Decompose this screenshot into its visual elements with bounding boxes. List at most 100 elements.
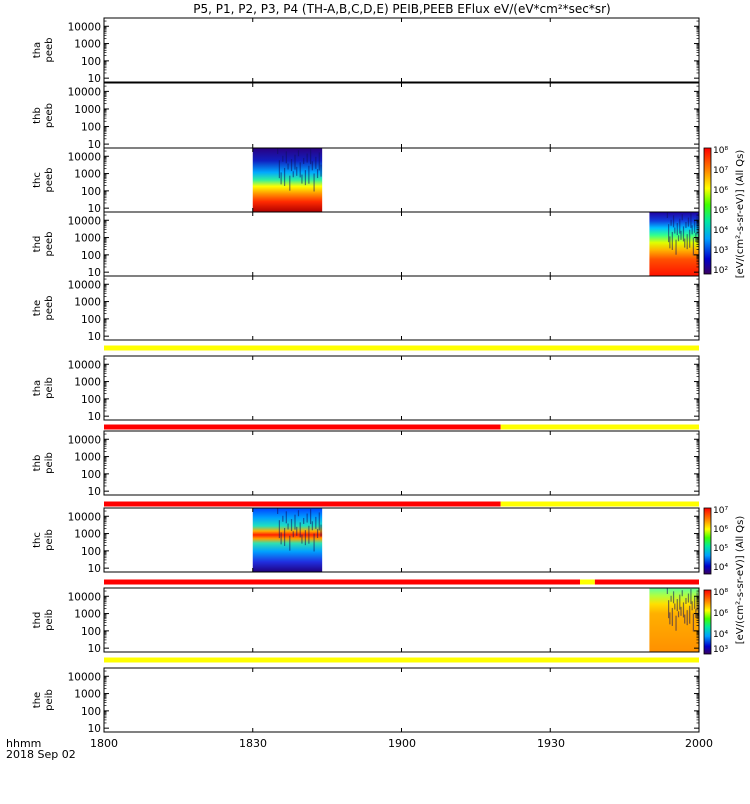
y-tick-label: 100 (81, 314, 101, 326)
status-bar-the-peeb (104, 345, 699, 351)
status-bar-group (104, 345, 699, 663)
panel-frame (103, 667, 700, 733)
spectrogram-texture (684, 614, 686, 624)
spectrogram-texture (666, 588, 668, 594)
spectrogram-texture (681, 590, 683, 597)
spectrogram-texture (308, 525, 310, 544)
spectrogram-texture (285, 511, 287, 524)
status-segment-yellow (500, 424, 699, 430)
panel-probe-label: thd (32, 612, 43, 629)
spectrogram-texture (685, 597, 687, 604)
spectrogram-texture (313, 533, 315, 552)
colorbar-peeb-label: [eV/(cm²-s-sr-eV)] (All Qs) (735, 150, 746, 279)
x-axis: 1800 1830 1900 1930 2000 hhmm 2018 Sep 0… (6, 737, 713, 761)
status-bar-thb-peib (104, 501, 699, 507)
spectrogram-texture (672, 591, 675, 604)
spectrogram-texture (690, 213, 692, 229)
colorbar-peib-tick: 10⁴ (713, 563, 728, 573)
spectrogram-texture (299, 162, 301, 178)
panel-frame (103, 507, 700, 573)
x-tick-label: 1930 (537, 737, 565, 750)
spectrogram-texture (287, 163, 289, 170)
status-bar-thd-peib (104, 657, 699, 663)
y-tick-label: 10 (88, 723, 101, 735)
spectrogram-texture (304, 530, 307, 546)
spectrogram-texture (290, 519, 293, 532)
spectrogram-texture (671, 607, 673, 626)
panel-product-label: peeb (44, 232, 55, 257)
colorbar-peib-tick: 10⁵ (713, 544, 728, 554)
spectrogram-texture (290, 159, 293, 172)
colorbar-peib-label: [eV/(cm²-s-sr-eV)] (All Qs) (735, 516, 746, 645)
y-tick-label: 10 (88, 411, 101, 423)
panel-product-label: peeb (44, 103, 55, 128)
y-tick-label: 1000 (74, 104, 101, 116)
y-tick-label: 10000 (68, 215, 101, 227)
spectrogram-texture (318, 512, 320, 531)
x-footer-date: 2018 Sep 02 (6, 748, 76, 761)
panel-probe-label: the (32, 300, 43, 316)
y-tick-label: 1000 (74, 529, 101, 541)
y-tick-label: 10000 (68, 511, 101, 523)
colorbar-peeb-tick: 10⁷ (713, 166, 728, 176)
y-tick-label: 10 (88, 331, 101, 343)
y-tick-label: 100 (81, 56, 101, 68)
x-tick-label: 2000 (685, 737, 713, 750)
spectrogram-texture (304, 170, 307, 186)
colorbar-peib: 10⁷ 10⁶ 10⁵ 10⁴ 10⁸ 10⁶ 10⁴ 10³ [eV/(cm²… (703, 506, 746, 655)
y-tick-label: 1000 (74, 609, 101, 621)
spectrogram-texture (694, 220, 696, 233)
spectrogram-texture (294, 154, 296, 170)
colorbar-peib-tick: 10⁶ (713, 525, 728, 535)
panel-tha-peeb: tha peeb 10 100 1000 10000 (32, 17, 700, 85)
spectrogram-texture (668, 224, 670, 243)
panel-probe-label: the (32, 692, 43, 708)
y-tick-label: 1000 (74, 452, 101, 464)
x-tick-label: 1830 (239, 737, 267, 750)
y-tick-label: 100 (81, 469, 101, 481)
panel-tha-peib: tha peib 10 100 1000 10000 (32, 355, 700, 423)
y-tick-label: 1000 (74, 689, 101, 701)
panel-thb-peib: thb peib 10 100 1000 10000 (32, 430, 700, 498)
y-tick-label: 10 (88, 486, 101, 498)
status-bar-thc-peib (104, 579, 699, 585)
y-tick-label: 10000 (68, 21, 101, 33)
spectrogram-texture (672, 215, 675, 228)
y-tick-label: 10000 (68, 86, 101, 98)
y-tick-label: 10 (88, 203, 101, 215)
panel-thd-peeb: thd peeb 10 100 1000 10000 (32, 211, 700, 279)
spectrogram-texture (287, 523, 289, 530)
spectrogram-texture (316, 169, 319, 179)
colorbar-peib-tick: 10⁸ (713, 588, 728, 598)
y-tick-label: 100 (81, 186, 101, 198)
y-tick-label: 100 (81, 394, 101, 406)
colorbar-peib-scale (703, 507, 712, 575)
panel-product-label: peeb (44, 38, 55, 63)
spectrogram-texture (674, 227, 676, 234)
panel-probe-label: thd (32, 236, 43, 253)
spectrogram-texture (677, 235, 680, 242)
spectrogram-data-thd-peib (649, 588, 699, 652)
spectrogram-texture (315, 516, 317, 529)
panel-probe-label: tha (32, 42, 43, 58)
spectrogram-texture (687, 593, 690, 603)
spectrogram-texture (685, 221, 687, 228)
spectrogram-texture (297, 150, 300, 157)
spectrogram-texture (310, 509, 312, 525)
panel-product-label: peib (44, 452, 55, 474)
spectrogram-texture (301, 534, 303, 544)
spectrogram-texture (318, 152, 320, 171)
spectrogram-texture (303, 157, 305, 164)
spectrogram-texture (299, 522, 301, 538)
chart-title: P5, P1, P2, P3, P4 (TH-A,B,C,D,E) PEIB,P… (193, 2, 610, 16)
spectrogram-texture (682, 226, 685, 242)
y-tick-label: 10000 (68, 279, 101, 291)
panel-the-peeb: the peeb 10 100 1000 10000 (32, 275, 700, 343)
y-tick-label: 1000 (74, 39, 101, 51)
panel-thc-peib: thc peib 10 100 1000 10000 (32, 507, 700, 575)
panel-probe-label: thb (32, 455, 43, 472)
x-tick-label: 1900 (388, 737, 416, 750)
spectrogram-texture (282, 515, 284, 522)
spectrogram-texture (682, 602, 685, 618)
spectrogram-texture (679, 594, 681, 610)
